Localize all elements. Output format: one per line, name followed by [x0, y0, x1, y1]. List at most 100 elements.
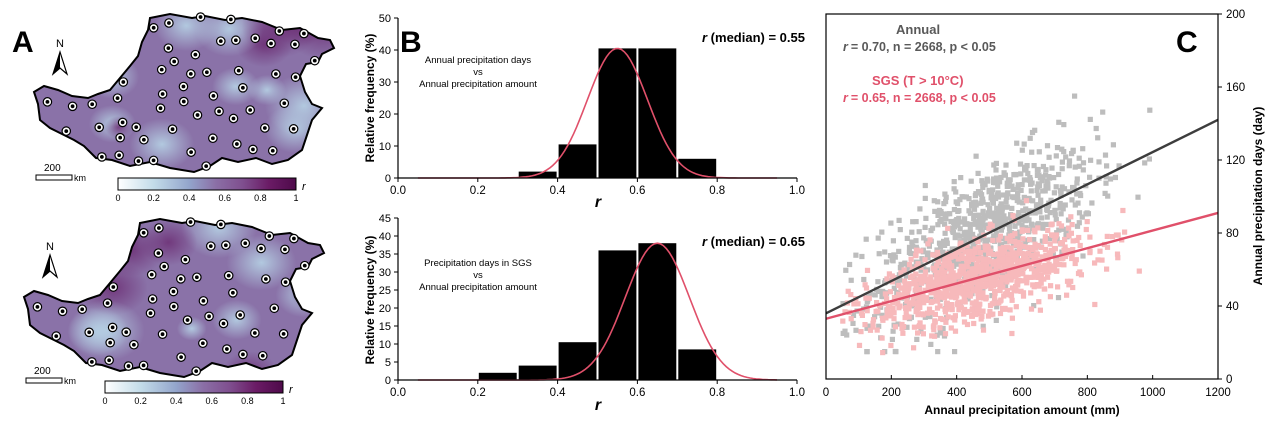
- station-marker: [208, 133, 218, 144]
- scatter-point: [943, 274, 949, 281]
- scatter-point: [1013, 242, 1019, 248]
- scatter-point: [1005, 177, 1011, 183]
- scatter-point: [1066, 158, 1073, 164]
- scatter-point: [963, 273, 969, 279]
- scatter-point: [916, 299, 922, 305]
- scatter-point: [1051, 175, 1057, 181]
- scatter-point: [859, 253, 865, 260]
- scatter-point: [1050, 251, 1056, 257]
- scatter-point: [1000, 284, 1006, 290]
- scatter-point: [928, 341, 934, 347]
- scatter-point: [938, 294, 944, 300]
- scatter-point: [1020, 200, 1026, 206]
- scatter-point: [962, 306, 968, 313]
- scatter-point: [1016, 214, 1022, 220]
- scatter-point: [930, 299, 936, 305]
- correlation-map-sgs: N 200 km 0 0.2 0.4 0.6 0.8 1 r: [23, 217, 325, 406]
- scatter-point: [1004, 191, 1011, 197]
- scatter-point: [997, 215, 1003, 221]
- scatter-point: [966, 271, 972, 278]
- scatter-point: [1041, 267, 1047, 273]
- scatter-point: [971, 279, 977, 285]
- scatter-point: [1009, 183, 1015, 189]
- scatter-point: [993, 214, 999, 220]
- scatter-point: [1084, 219, 1090, 225]
- scatter-point: [975, 238, 981, 245]
- scatter-point: [1039, 225, 1045, 231]
- scatter-point: [906, 262, 913, 268]
- scatter-point: [974, 262, 980, 268]
- scatter-point: [1045, 227, 1051, 234]
- scatter-point: [1008, 245, 1014, 251]
- scatter-point: [1012, 238, 1018, 244]
- scatter-point: [975, 258, 981, 264]
- scatter-point: [1024, 258, 1030, 264]
- scatter-point: [1080, 167, 1086, 173]
- y-tick-label: 40: [379, 45, 391, 57]
- scatter-point: [899, 321, 905, 327]
- scatter-point: [987, 309, 993, 315]
- scatter-point: [1009, 205, 1015, 211]
- scatter-point: [848, 277, 854, 283]
- scatter-point: [1014, 279, 1020, 285]
- scatter-point: [944, 211, 951, 217]
- scatter-point: [994, 219, 1000, 225]
- scatter-point: [976, 272, 982, 278]
- scatter-point: [851, 301, 857, 307]
- scatter-point: [1000, 192, 1006, 198]
- scatter-point: [946, 292, 952, 298]
- scatter-point: [1035, 225, 1041, 231]
- scatter-point: [904, 298, 910, 304]
- scatter-point: [997, 246, 1003, 252]
- scatter-point: [993, 317, 999, 323]
- scatter-point: [955, 261, 961, 267]
- scatter-point: [1002, 261, 1008, 267]
- scatter-point: [901, 267, 907, 273]
- y-tick-label: 0: [1226, 374, 1232, 386]
- scatter-point: [942, 221, 948, 227]
- scatter-point: [1075, 200, 1081, 206]
- scatter-point: [1012, 231, 1018, 237]
- scatter-point: [844, 332, 850, 338]
- scatter-point: [1072, 260, 1078, 267]
- histogram-title-line-3: Annual precipitation amount: [419, 282, 537, 293]
- scatter-point: [959, 268, 965, 274]
- scatter-point: [968, 178, 974, 184]
- station-marker: [51, 331, 62, 341]
- scatter-point: [931, 323, 937, 329]
- station-marker: [250, 328, 260, 338]
- scatter-point: [988, 195, 994, 201]
- scatter-point: [1062, 236, 1068, 243]
- scatter-point: [1076, 234, 1082, 241]
- scatter-point: [977, 190, 983, 196]
- scatter-point: [979, 217, 985, 224]
- scatter-point: [921, 235, 927, 241]
- scatter-point: [991, 300, 997, 306]
- scatter-point: [967, 279, 973, 285]
- scatter-point: [955, 222, 961, 228]
- scatter-point: [953, 295, 959, 301]
- scatter-point: [1052, 212, 1058, 218]
- y-tick-label: 20: [379, 109, 391, 121]
- scatter-point: [955, 208, 961, 214]
- scatter-point: [1023, 198, 1029, 204]
- scatter-point: [911, 345, 917, 351]
- scatter-point: [992, 217, 998, 223]
- station-marker: [168, 286, 179, 297]
- x-tick-label: 1.0: [789, 387, 805, 399]
- scatter-point: [967, 251, 973, 257]
- scatter-point: [1007, 251, 1013, 257]
- station-marker: [267, 145, 278, 156]
- scatter-point: [1004, 279, 1010, 285]
- scatter-point: [951, 219, 957, 226]
- scatter-point: [948, 284, 954, 290]
- scatter-point: [982, 215, 988, 221]
- scatter-point: [1026, 208, 1032, 214]
- scatter-point: [1031, 303, 1037, 309]
- x-tick-label: 200: [882, 387, 901, 399]
- scatter-point: [916, 229, 922, 235]
- station-markers: [42, 12, 320, 171]
- x-tick-label: 0.4: [550, 185, 567, 197]
- station-marker: [67, 101, 78, 112]
- normal-fit-curve: [417, 47, 777, 179]
